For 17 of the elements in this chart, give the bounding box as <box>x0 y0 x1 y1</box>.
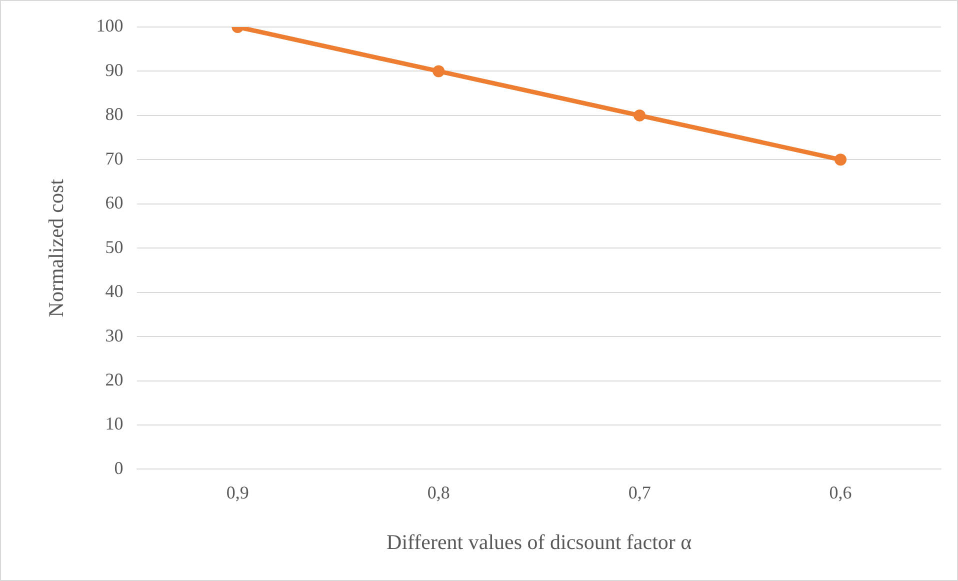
x-tick-label: 0,6 <box>829 482 852 503</box>
y-tick-label: 100 <box>96 16 124 36</box>
y-tick-label: 50 <box>105 236 124 257</box>
y-tick-label: 0 <box>114 458 124 478</box>
x-tick-label: 0,8 <box>427 482 450 503</box>
y-tick-label: 30 <box>105 325 124 346</box>
y-tick-label: 90 <box>105 60 124 80</box>
y-axis-title: Normalized cost <box>44 178 68 318</box>
y-tick-label: 20 <box>105 369 124 390</box>
x-axis-title: Different values of dicsount factor α <box>386 530 692 554</box>
y-tick-label: 80 <box>105 104 124 124</box>
x-tick-label: 0,9 <box>226 482 249 503</box>
y-tick-label: 10 <box>105 414 124 434</box>
y-tick-label: 40 <box>105 281 124 302</box>
x-tick-label: 0,7 <box>628 482 651 503</box>
y-tick-label: 70 <box>105 148 124 168</box>
y-tick-label: 60 <box>105 192 124 213</box>
